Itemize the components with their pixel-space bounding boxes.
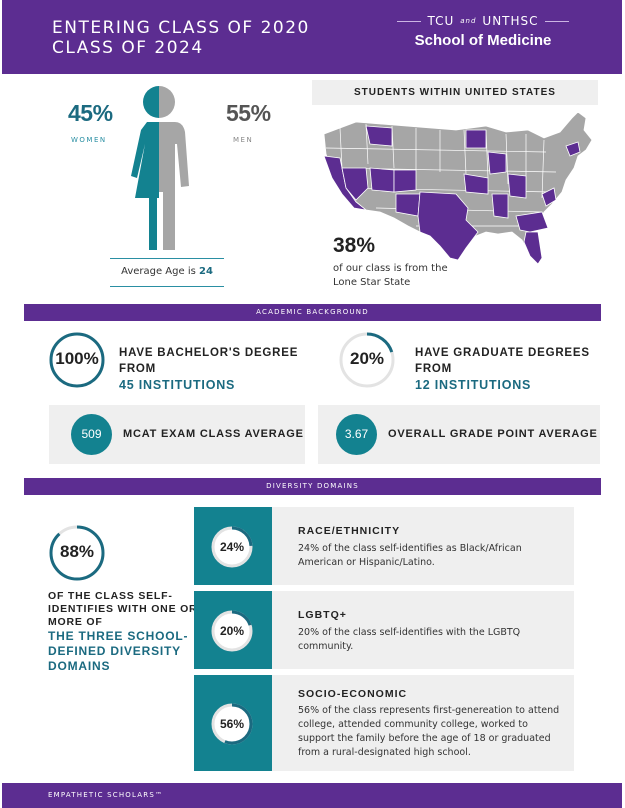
gender-split-person-icon — [131, 86, 189, 250]
bachelor-stat: HAVE BACHELOR'S DEGREE FROM 45 INSTITUTI… — [119, 345, 309, 393]
domain-socio-arc — [211, 703, 253, 745]
domain-socio-title: SOCIO-ECONOMIC — [298, 688, 408, 700]
domain-socio-card: SOCIO-ECONOMIC 56% of the class represen… — [272, 675, 574, 771]
footer-text: EMPATHETIC SCHOLARS™ — [48, 791, 164, 799]
domain-lgbtq-card: LGBTQ+ 20% of the class self-identifies … — [272, 591, 574, 669]
domain-socio-percent: 56% — [219, 717, 245, 731]
logo-tcu: TCU — [427, 14, 455, 28]
us-map-graphic — [323, 111, 593, 265]
domain-lgbtq-title: LGBTQ+ — [298, 609, 347, 621]
overall-diversity-percent: 88% — [59, 542, 95, 561]
man-half-icon — [159, 86, 189, 250]
title-line-2: CLASS OF 2024 — [52, 38, 204, 58]
age-divider-top — [110, 258, 224, 259]
domain-race-desc: 24% of the class self-identifies as Blac… — [298, 543, 522, 568]
women-percent: 45% — [68, 100, 113, 126]
bachelor-text: HAVE BACHELOR'S DEGREE FROM — [119, 347, 299, 375]
overall-diversity-arc — [49, 525, 105, 581]
average-age: Average Age is 24 — [110, 266, 224, 277]
school-logo: TCU and UNTHSC School of Medicine — [388, 14, 578, 49]
domain-socio-desc: 56% of the class represents first-genere… — [298, 705, 560, 758]
highlighted-states — [323, 125, 581, 265]
domain-socio-ring — [211, 703, 253, 745]
logo-rule-right — [544, 20, 569, 22]
bachelor-highlight: 45 INSTITUTIONS — [119, 378, 236, 392]
bachelor-progress-arc — [49, 332, 105, 388]
overall-diversity-text-block: OF THE CLASS SELF-IDENTIFIES WITH ONE OR… — [48, 590, 198, 674]
average-age-value: 24 — [199, 266, 213, 277]
men-percent: 55% — [226, 100, 271, 126]
average-age-label: Average Age is — [121, 266, 199, 277]
domain-race-card: RACE/ETHNICITY 24% of the class self-ide… — [272, 507, 574, 585]
state-borders — [325, 123, 557, 227]
domain-lgbtq-desc: 20% of the class self-identifies with th… — [298, 627, 521, 652]
academic-section-bar: ACADEMIC BACKGROUND — [24, 304, 601, 321]
domain-race-percent: 24% — [219, 540, 245, 554]
logo-and: and — [460, 17, 477, 25]
bachelor-percent: 100% — [55, 349, 99, 368]
age-divider-bottom — [110, 286, 224, 287]
gpa-value: 3.67 — [336, 414, 377, 455]
map-heading: STUDENTS WITHIN UNITED STATES — [312, 80, 598, 105]
mcat-card: 509 MCAT EXAM CLASS AVERAGE — [49, 405, 305, 464]
domain-race-arc — [211, 526, 253, 568]
logo-rule-left — [397, 20, 422, 22]
overall-diversity-text: OF THE CLASS SELF-IDENTIFIES WITH ONE OR… — [48, 590, 198, 628]
gpa-card: 3.67 OVERALL GRADE POINT AVERAGE — [318, 405, 600, 464]
woman-half-icon — [131, 86, 159, 250]
mcat-value: 509 — [71, 414, 112, 455]
diversity-section-bar: DIVERSITY DOMAINS — [24, 478, 601, 495]
overall-diversity-ring — [49, 525, 105, 581]
grad-progress-ring — [339, 332, 395, 388]
header-banner: ENTERING CLASS OF 2020 CLASS OF 2024 TCU… — [2, 0, 622, 74]
texas-text: of our class is from the Lone Star State — [333, 263, 448, 288]
gpa-label: OVERALL GRADE POINT AVERAGE — [388, 428, 598, 440]
grad-stat: HAVE GRADUATE DEGREES FROM 12 INSTITUTIO… — [415, 345, 595, 393]
domain-lgbtq-arc — [211, 610, 253, 652]
grad-progress-arc — [339, 332, 395, 388]
mcat-label: MCAT EXAM CLASS AVERAGE — [123, 428, 304, 440]
grad-percent: 20% — [349, 349, 385, 368]
footer-banner: EMPATHETIC SCHOLARS™ — [2, 783, 622, 808]
domain-race-title: RACE/ETHNICITY — [298, 525, 401, 537]
title-line-1: ENTERING CLASS OF 2020 — [52, 18, 310, 38]
domain-race-ring — [211, 526, 253, 568]
logo-school-name: School of Medicine — [414, 32, 552, 49]
bachelor-progress-ring — [49, 332, 105, 388]
domain-lgbtq-ring — [211, 610, 253, 652]
grad-highlight: 12 INSTITUTIONS — [415, 378, 532, 392]
women-label: WOMEN — [71, 136, 107, 144]
overall-diversity-highlight: THE THREE SCHOOL-DEFINED DIVERSITY DOMAI… — [48, 629, 189, 673]
texas-percent: 38% — [333, 234, 376, 257]
page-title: ENTERING CLASS OF 2020 CLASS OF 2024 — [52, 18, 310, 58]
logo-unthsc: UNTHSC — [482, 14, 539, 28]
domain-lgbtq-percent: 20% — [219, 624, 245, 638]
grad-text: HAVE GRADUATE DEGREES FROM — [415, 347, 590, 375]
men-label: MEN — [233, 136, 254, 144]
